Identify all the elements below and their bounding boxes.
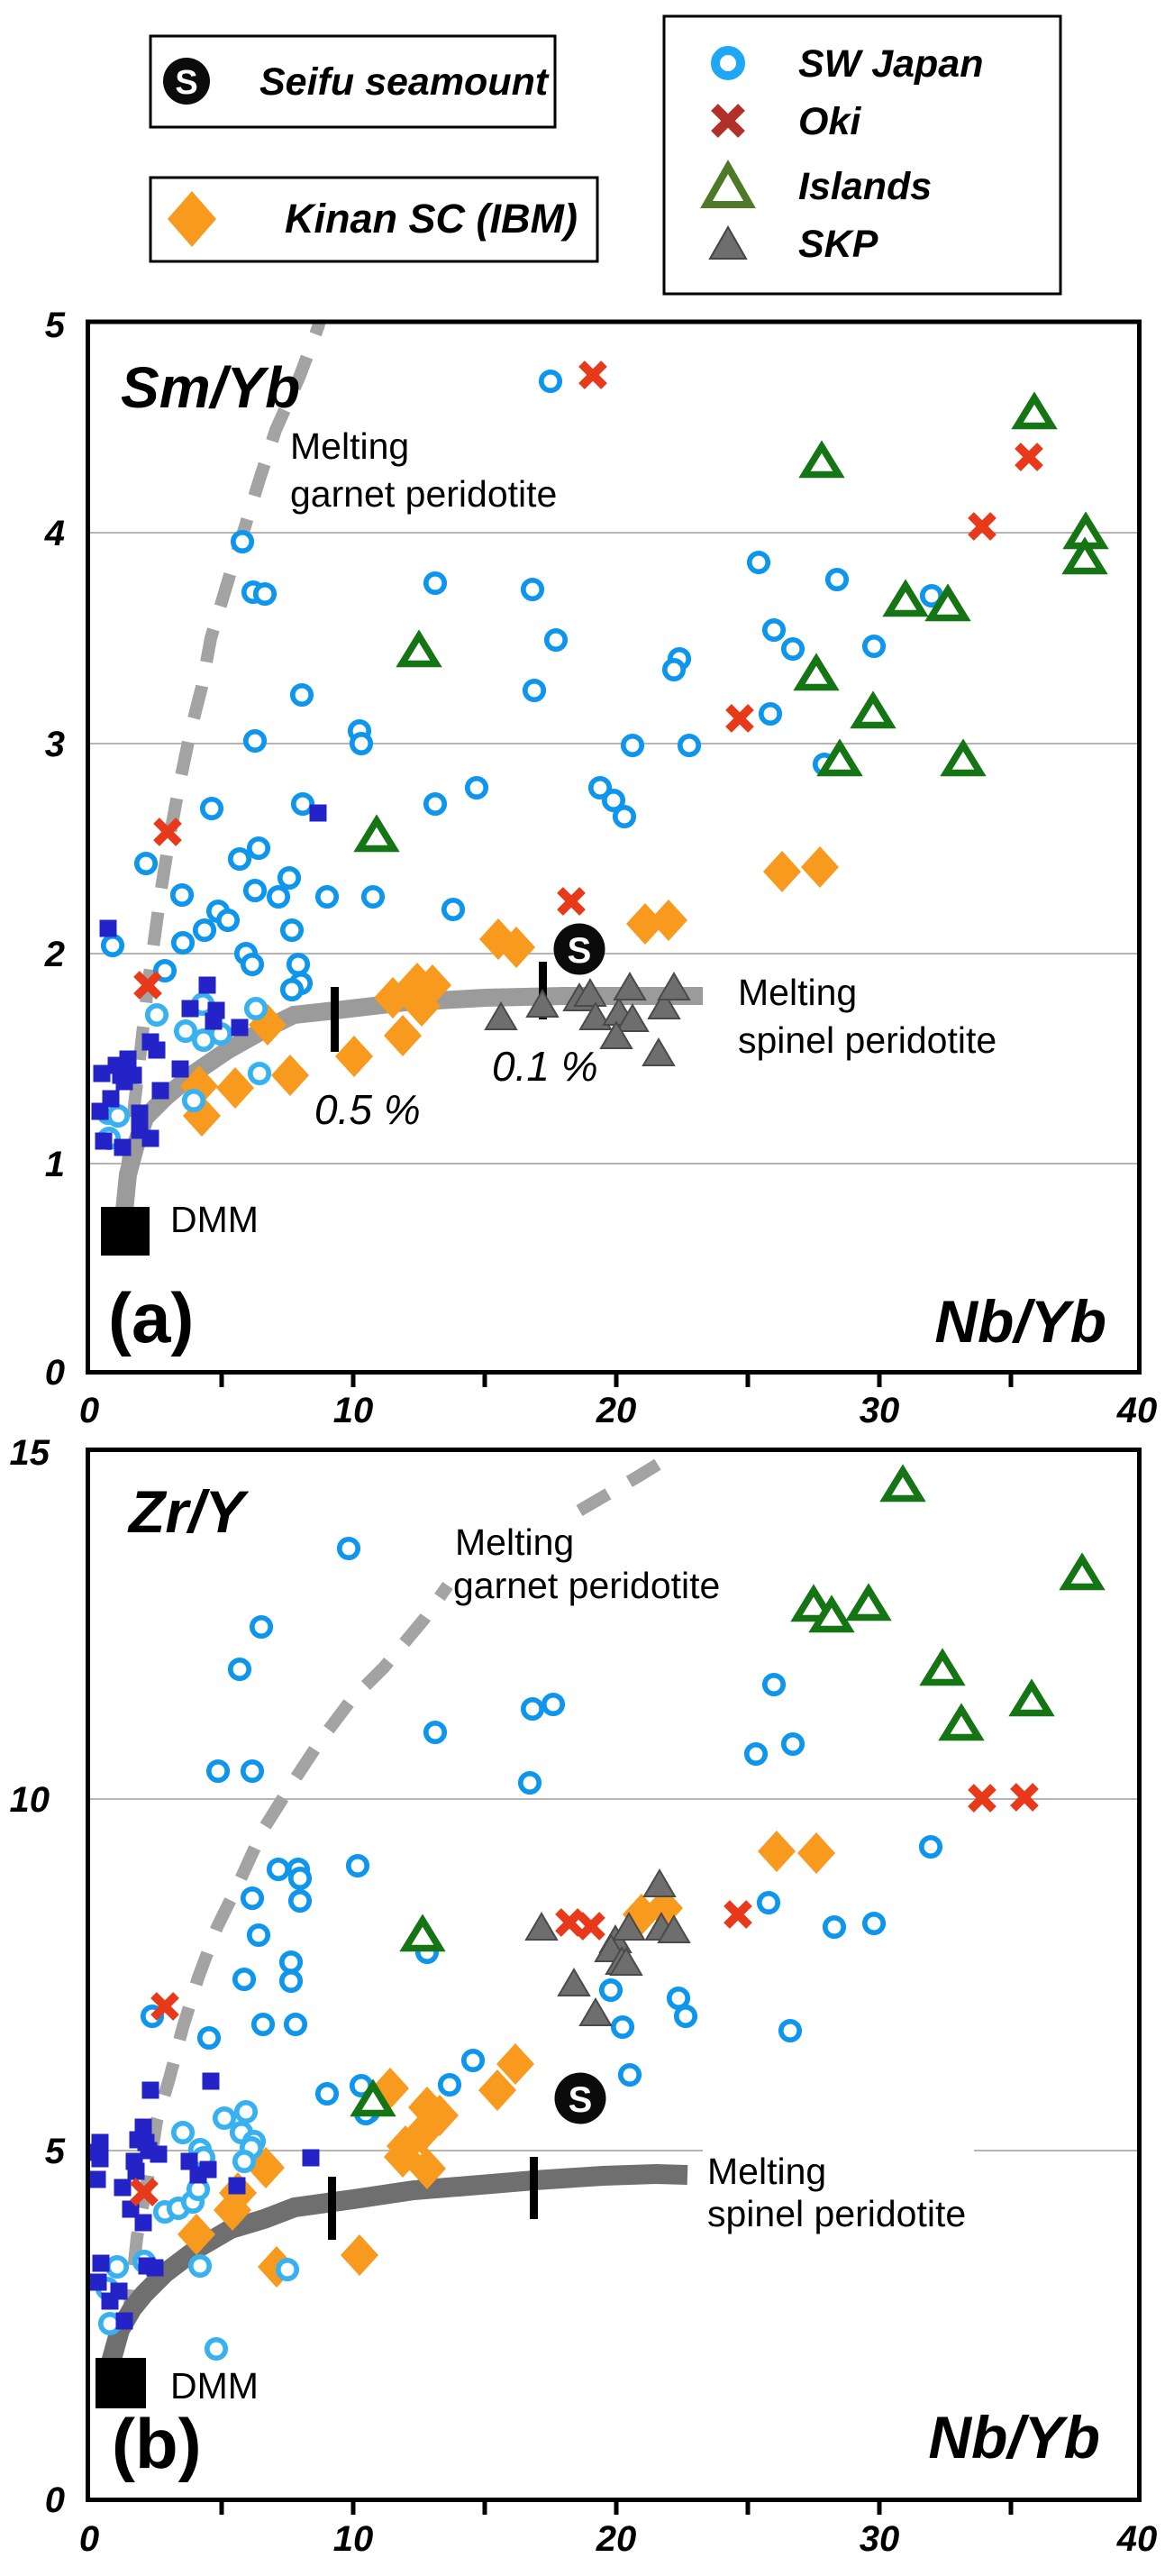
svg-text:S: S bbox=[569, 2080, 593, 2120]
svg-text:Melting: Melting bbox=[290, 425, 409, 467]
svg-text:10: 10 bbox=[333, 1391, 374, 1430]
svg-text:20: 20 bbox=[596, 1391, 637, 1430]
svg-text:Sm/Yb: Sm/Yb bbox=[121, 355, 300, 420]
svg-text:S: S bbox=[175, 64, 197, 102]
svg-text:0: 0 bbox=[79, 1391, 99, 1430]
svg-text:2: 2 bbox=[44, 935, 65, 974]
svg-text:0: 0 bbox=[79, 2519, 99, 2559]
svg-text:Melting: Melting bbox=[707, 2151, 826, 2192]
svg-text:DMM: DMM bbox=[170, 2365, 259, 2407]
svg-text:0: 0 bbox=[45, 1353, 65, 1393]
svg-text:1: 1 bbox=[45, 1145, 65, 1184]
svg-text:spinel peridotite: spinel peridotite bbox=[707, 2193, 966, 2234]
svg-text:20: 20 bbox=[596, 2519, 637, 2559]
svg-text:3: 3 bbox=[45, 725, 65, 764]
svg-text:15: 15 bbox=[10, 1433, 50, 1473]
svg-text:garnet peridotite: garnet peridotite bbox=[453, 1565, 720, 1606]
svg-text:SW Japan: SW Japan bbox=[798, 42, 984, 86]
svg-text:spinel peridotite: spinel peridotite bbox=[738, 1019, 997, 1061]
svg-text:4: 4 bbox=[44, 514, 65, 553]
svg-text:40: 40 bbox=[1116, 2519, 1158, 2559]
svg-text:DMM: DMM bbox=[170, 1199, 259, 1240]
svg-text:Islands: Islands bbox=[798, 165, 932, 208]
svg-text:0.5 %: 0.5 % bbox=[314, 1086, 421, 1133]
svg-text:Nb/Yb: Nb/Yb bbox=[934, 1288, 1106, 1355]
svg-text:0.1 %: 0.1 % bbox=[492, 1043, 598, 1090]
svg-text:Zr/Y: Zr/Y bbox=[127, 1478, 249, 1545]
svg-text:10: 10 bbox=[333, 2519, 374, 2559]
svg-text:40: 40 bbox=[1116, 1391, 1158, 1430]
svg-text:Melting: Melting bbox=[738, 972, 857, 1013]
svg-text:30: 30 bbox=[860, 1391, 900, 1430]
svg-text:(a): (a) bbox=[108, 1278, 194, 1357]
svg-text:Melting: Melting bbox=[455, 1521, 574, 1563]
svg-text:5: 5 bbox=[45, 2132, 66, 2171]
svg-text:10: 10 bbox=[10, 1780, 50, 1820]
svg-text:SKP: SKP bbox=[798, 223, 878, 266]
svg-text:Oki: Oki bbox=[798, 100, 861, 143]
svg-text:30: 30 bbox=[860, 2519, 900, 2559]
svg-text:(b): (b) bbox=[112, 2404, 202, 2483]
svg-text:garnet peridotite: garnet peridotite bbox=[290, 473, 557, 515]
svg-text:5: 5 bbox=[45, 306, 66, 345]
svg-text:0: 0 bbox=[45, 2480, 65, 2520]
svg-text:Nb/Yb: Nb/Yb bbox=[928, 2404, 1100, 2471]
svg-text:S: S bbox=[568, 931, 592, 971]
svg-text:Seifu seamount: Seifu seamount bbox=[259, 60, 550, 104]
svg-text:Kinan SC (IBM): Kinan SC (IBM) bbox=[285, 196, 578, 242]
